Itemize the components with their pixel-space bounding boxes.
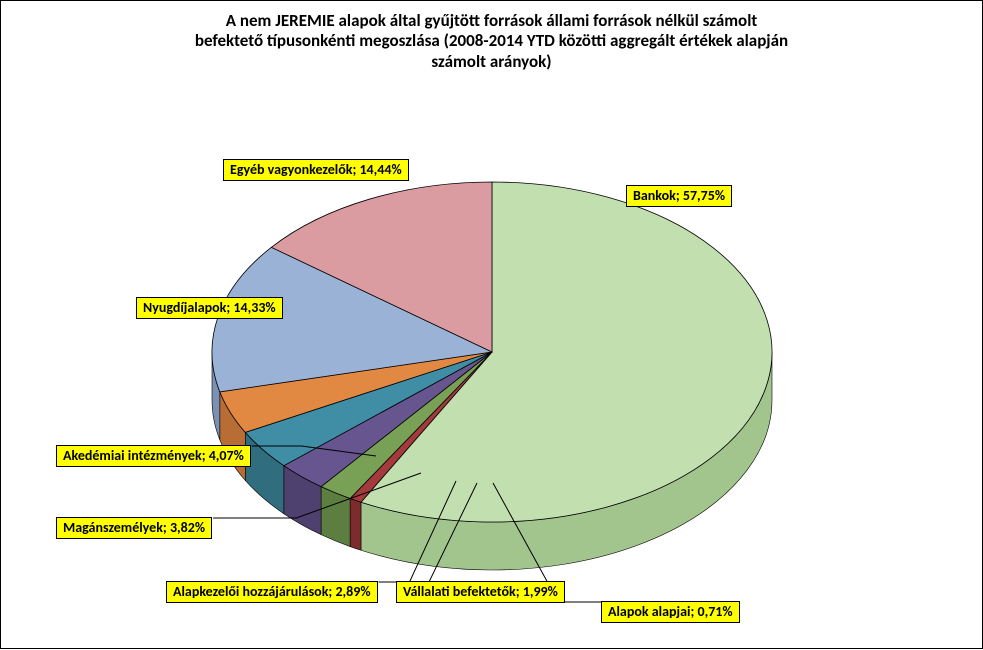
slice-label: Magánszemélyek; 3,82% [56, 517, 212, 539]
slice-label: Alapkezelői hozzájárulások; 2,89% [166, 581, 378, 603]
pie-wrapper [192, 162, 792, 590]
slice-label: Egyéb vagyonkezelők; 14,44% [223, 159, 409, 181]
slice-label: Vállalati befektetők; 1,99% [396, 581, 565, 603]
pie-3d [192, 162, 792, 590]
slice-label: Nyugdíjalapok; 14,33% [136, 297, 283, 319]
slice-label: Akedémiai intézmények; 4,07% [56, 445, 251, 467]
slice-label: Bankok; 57,75% [626, 185, 732, 207]
slice-label: Alapok alapjai; 0,71% [601, 601, 740, 623]
chart-container: A nem JEREMIE alapok által gyűjtött forr… [0, 0, 983, 649]
chart-title: A nem JEREMIE alapok által gyűjtött forr… [62, 11, 922, 72]
